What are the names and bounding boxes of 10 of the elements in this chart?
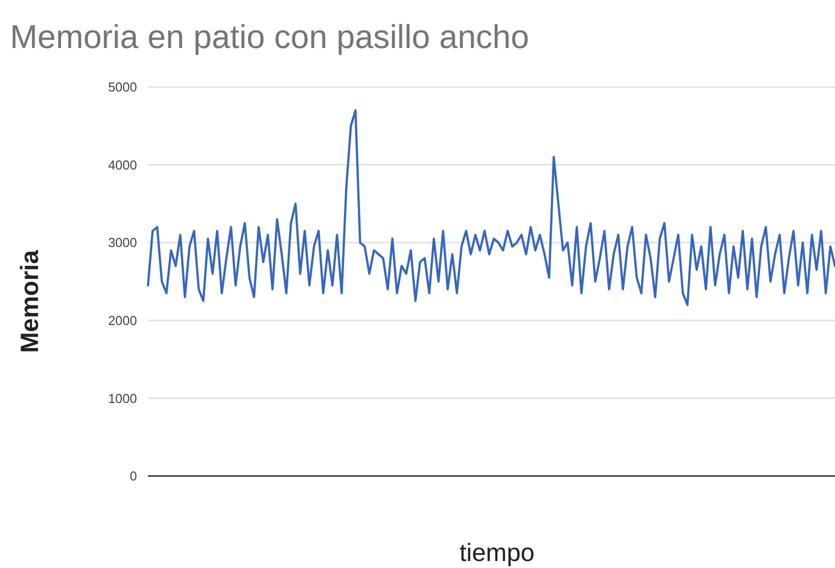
y-tick-label: 2000 [108,312,137,328]
y-axis-title: Memoria [16,249,44,353]
y-tick-label: 3000 [108,235,137,250]
y-tick-label: 4000 [108,157,137,172]
y-tick-label: 0 [130,468,137,484]
line-series [146,109,835,306]
y-tick-label: 5000 [108,80,137,95]
x-axis-title: tiempo [459,539,535,567]
y-tick-label: 1000 [108,390,137,406]
chart-title: Memoria en patio con pasillo ancho [10,18,530,55]
